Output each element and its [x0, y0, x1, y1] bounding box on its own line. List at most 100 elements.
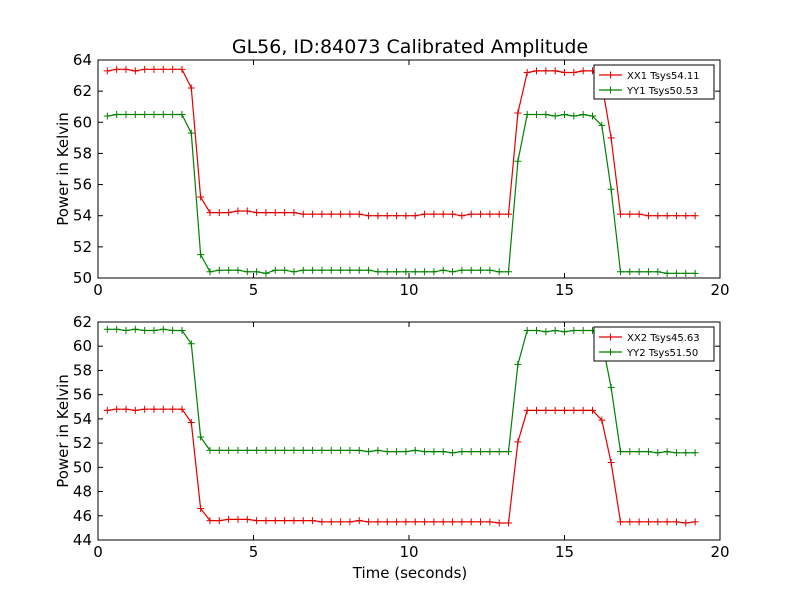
- data-point: [570, 406, 578, 414]
- data-point: [197, 251, 205, 259]
- data-point: [365, 448, 373, 456]
- data-point: [505, 448, 513, 456]
- legend-entry: XX2 Tsys45.63: [599, 333, 700, 344]
- data-point: [131, 325, 139, 333]
- data-point: [486, 210, 494, 218]
- legend-box: [593, 326, 715, 362]
- data-point: [393, 268, 401, 276]
- data-point: [551, 406, 559, 414]
- series-line: [107, 113, 696, 274]
- data-point: [551, 67, 559, 75]
- x-tick-label: 0: [93, 281, 103, 299]
- data-point: [682, 212, 690, 220]
- data-point: [570, 326, 578, 334]
- data-point: [215, 517, 223, 525]
- data-point: [616, 210, 624, 218]
- data-point: [159, 325, 167, 333]
- data-point: [346, 518, 354, 526]
- y-tick-label: 46: [73, 507, 92, 525]
- data-point: [355, 266, 363, 274]
- data-point: [113, 325, 121, 333]
- data-point: [103, 112, 111, 120]
- data-point: [402, 518, 410, 526]
- data-point: [477, 448, 485, 456]
- data-point: [598, 416, 606, 424]
- legend-marker: [607, 86, 614, 94]
- y-tick-label: 52: [73, 238, 92, 256]
- data-point: [197, 193, 205, 201]
- data-point: [616, 448, 624, 456]
- data-point: [486, 266, 494, 274]
- data-point: [243, 515, 251, 523]
- series-xx: [103, 405, 699, 527]
- data-point: [542, 111, 550, 118]
- data-point: [113, 405, 121, 413]
- x-tick-label: 5: [249, 281, 259, 299]
- data-point: [318, 266, 326, 274]
- legend-marker: [607, 333, 614, 341]
- data-point: [253, 268, 261, 276]
- data-point: [691, 269, 699, 277]
- data-point: [215, 209, 223, 217]
- data-point: [131, 111, 139, 118]
- data-point: [225, 209, 233, 217]
- data-point: [439, 448, 447, 456]
- data-point: [542, 406, 550, 414]
- data-point: [215, 266, 223, 274]
- x-axis-label: Time (seconds): [352, 564, 468, 582]
- data-point: [113, 111, 121, 118]
- data-point: [299, 517, 307, 525]
- data-point: [430, 448, 438, 456]
- data-point: [141, 326, 149, 334]
- data-point: [281, 266, 289, 274]
- data-point: [178, 405, 186, 413]
- data-point: [355, 210, 363, 218]
- data-point: [299, 446, 307, 454]
- data-point: [187, 419, 195, 427]
- data-point: [449, 210, 457, 218]
- data-point: [514, 109, 522, 117]
- data-point: [495, 210, 503, 218]
- data-point: [421, 210, 429, 218]
- data-point: [365, 266, 373, 274]
- data-point: [533, 326, 541, 334]
- data-point: [411, 518, 419, 526]
- data-point: [150, 405, 158, 413]
- data-point: [402, 268, 410, 276]
- data-point: [523, 326, 531, 334]
- data-point: [430, 268, 438, 276]
- data-point: [663, 448, 671, 456]
- data-point: [178, 65, 186, 73]
- data-point: [327, 446, 335, 454]
- data-point: [663, 518, 671, 526]
- data-point: [514, 438, 522, 446]
- data-point: [411, 268, 419, 276]
- data-point: [327, 518, 335, 526]
- data-point: [691, 449, 699, 457]
- data-point: [243, 268, 251, 276]
- data-point: [309, 210, 317, 218]
- data-point: [467, 266, 475, 274]
- data-point: [523, 111, 531, 118]
- data-point: [346, 210, 354, 218]
- data-point: [411, 212, 419, 220]
- data-point: [234, 207, 242, 215]
- series-yy: [103, 111, 699, 277]
- data-point: [644, 212, 652, 220]
- data-point: [458, 448, 466, 456]
- data-point: [402, 448, 410, 456]
- data-point: [309, 266, 317, 274]
- y-tick-label: 56: [73, 386, 92, 404]
- data-point: [346, 446, 354, 454]
- data-point: [337, 266, 345, 274]
- data-point: [169, 65, 177, 73]
- data-point: [486, 518, 494, 526]
- data-point: [505, 519, 513, 527]
- data-point: [299, 266, 307, 274]
- legend-entry: YY2 Tsys51.50: [599, 348, 698, 359]
- data-point: [122, 111, 130, 118]
- top-subplot: 0 5 10 15 20 50 52 54 56 58 60 62 64 Power in Kelvin X…: [54, 51, 730, 299]
- data-point: [393, 518, 401, 526]
- data-point: [365, 212, 373, 220]
- data-point: [570, 68, 578, 76]
